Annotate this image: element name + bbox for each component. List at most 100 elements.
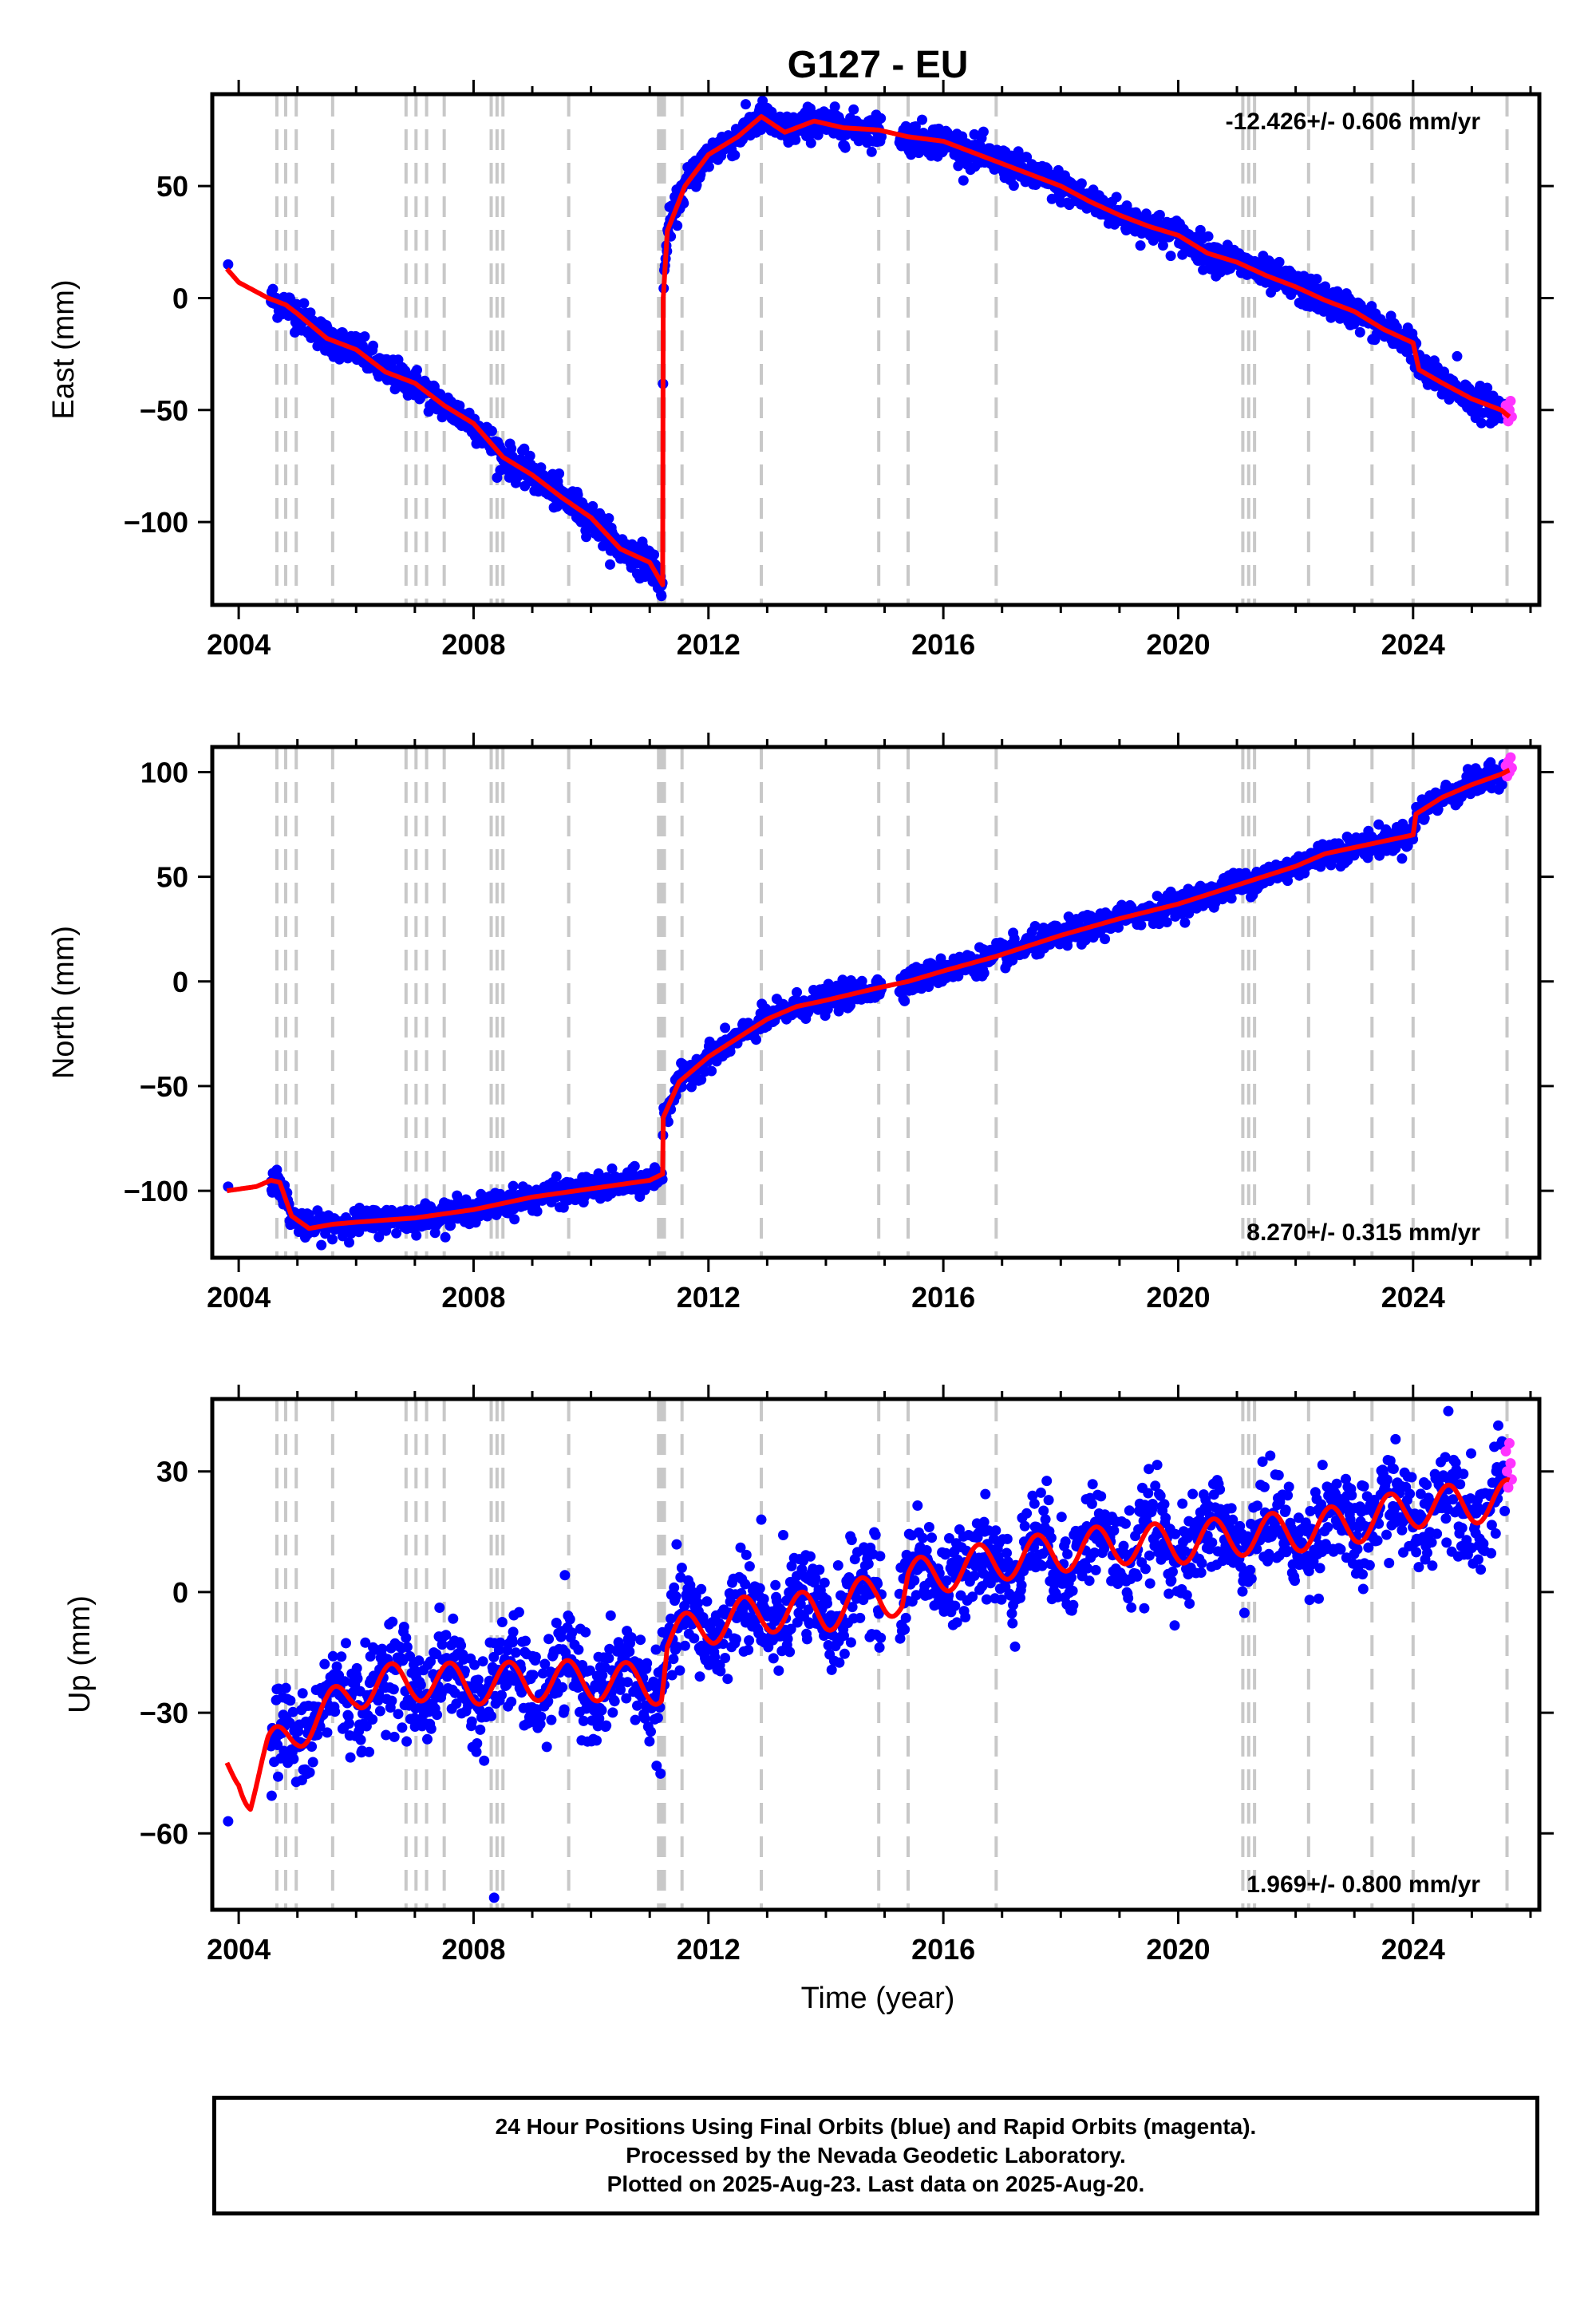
data-point [401,1642,413,1653]
data-point [917,114,927,125]
data-point [635,1634,646,1646]
data-point [345,1752,356,1763]
data-point [1179,917,1191,928]
data-point [866,146,877,157]
data-point [1165,251,1176,262]
data-point [434,1603,445,1613]
y-axis-label: East (mm) [47,279,81,419]
data-point [280,1682,291,1694]
y-tick-label: 50 [156,861,188,894]
data-point [506,443,517,454]
data-point [876,131,887,142]
data-point [784,1646,796,1658]
y-tick-label: 100 [140,756,188,788]
model-line [225,114,1511,587]
data-point [656,591,667,602]
data-point [668,1654,679,1665]
data-point [649,549,660,560]
data-point [899,1624,911,1635]
data-point [507,1637,518,1648]
data-point [741,99,751,110]
data-point [351,1662,362,1674]
data-point [855,1612,866,1623]
data-point [609,1696,620,1707]
data-point [389,1731,400,1742]
data-point [422,1733,433,1745]
data-point [432,1709,443,1721]
data-point [805,137,816,148]
data-point [288,1753,299,1765]
data-point [790,134,801,145]
data-point [1076,178,1087,189]
y-tick-label: −50 [140,394,188,427]
x-axis: 2004 2008 2012 2016 2020 2024 [207,80,1532,661]
x-tick-label: 2012 [677,1281,741,1314]
data-point [572,489,583,500]
data-point [391,1227,402,1239]
data-point [622,1677,633,1688]
data-point [336,1651,347,1662]
data-point [672,220,683,231]
x-tick-label: 2008 [441,628,505,661]
data-point [415,1679,426,1690]
x-tick-label: 2016 [911,1281,975,1314]
data-point [456,1640,467,1651]
data-point [1111,192,1122,203]
data-point [411,1230,422,1241]
data-point [581,532,592,543]
data-point [564,1614,575,1625]
data-point [605,559,615,570]
data-point [669,1582,680,1593]
data-point [412,365,422,376]
rate-annotation: -12.426+/- 0.606 mm/yr [1226,109,1481,135]
data-point [801,1634,812,1645]
data-point [1157,240,1168,251]
data-point [477,1656,488,1667]
data-point [792,986,802,998]
data-point [706,1065,717,1077]
data-point [368,340,378,351]
data-point [1354,326,1365,338]
data-point [870,1529,881,1540]
data-point [1021,152,1033,163]
data-point [307,1757,318,1768]
data-point [531,1206,543,1217]
data-point [694,1671,705,1682]
data-point [559,1570,571,1581]
data-point [603,1653,614,1664]
data-point [1476,417,1487,429]
data-point [875,1632,887,1643]
data-point [513,1607,524,1618]
step-lines [275,749,1509,1256]
data-point [899,995,911,1006]
data-point [587,500,598,512]
data-point [626,1632,637,1643]
data-point [826,1664,837,1675]
data-point [388,1684,399,1695]
data-point [758,1594,769,1604]
data-point [720,1653,731,1663]
data-point [448,1613,459,1624]
data-point [355,1734,366,1745]
data-point [496,1617,508,1627]
data-point [551,1171,562,1182]
data-point [839,142,851,153]
data-point [768,1653,779,1664]
data-point [1482,382,1493,393]
step-lines [275,96,1509,603]
data-point [603,513,614,524]
data-point [1439,366,1449,377]
data-point [541,1741,552,1753]
data-point [267,283,279,294]
y-tick-label: 0 [172,282,188,314]
data-point [751,1034,761,1045]
plot-frame [210,92,1542,607]
data-point [508,1180,519,1192]
data-point [377,1643,388,1654]
data-point [607,1707,618,1718]
data-point [1396,853,1408,864]
data-point [978,967,990,978]
data-point [875,1551,886,1562]
data-point [805,1551,816,1562]
data-point [331,1661,342,1672]
